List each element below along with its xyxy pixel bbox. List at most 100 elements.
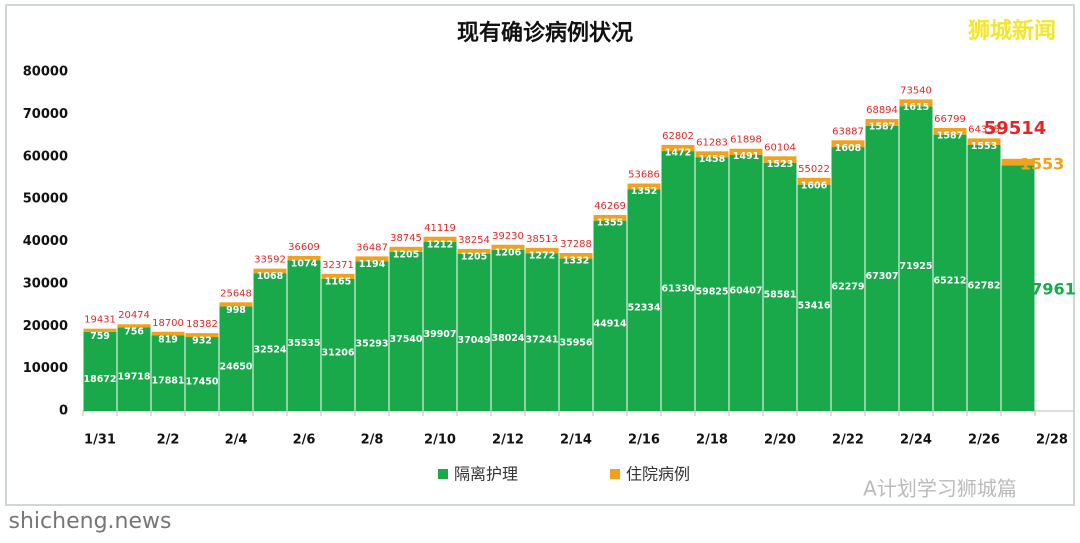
x-tick-label: 2/12: [492, 433, 524, 448]
segment-label: 1523: [767, 159, 793, 170]
total-label: 46269: [594, 201, 626, 212]
y-tick-label: 50000: [23, 192, 68, 207]
segment-label: 1068: [257, 271, 284, 282]
bar-segment: [389, 246, 423, 252]
segment-label: 37241: [525, 335, 558, 346]
segment-label: 1206: [495, 247, 522, 258]
bar-segment: [457, 248, 491, 255]
segment-label: 67307: [865, 271, 898, 282]
segment-label: 24650: [219, 361, 252, 372]
segment-label: 819: [158, 334, 178, 345]
total-label: 36487: [356, 242, 388, 253]
x-tick-label: 2/16: [628, 433, 660, 448]
bar-segment: [525, 253, 559, 411]
callout-label: 1553: [1020, 155, 1065, 174]
total-label: 64335: [968, 124, 1000, 135]
bar-segment: [967, 138, 1001, 145]
x-tick-label: 2/26: [968, 433, 1000, 448]
bar-segment: [593, 220, 627, 411]
segment-label: 60407: [729, 286, 762, 297]
bar-segment: [899, 99, 933, 107]
total-callout: 59514: [984, 118, 1047, 139]
total-label: 18382: [186, 319, 218, 330]
x-tick-label: 2/18: [696, 433, 728, 448]
segment-label: 18672: [83, 374, 116, 385]
total-label: 41119: [424, 223, 456, 234]
segment-label: 38024: [491, 333, 524, 344]
bar-segment: [729, 148, 763, 156]
bar-segment: [491, 249, 525, 411]
bar-segment: [797, 177, 831, 185]
total-label: 61898: [730, 135, 762, 146]
legend-label: 隔离护理: [454, 465, 518, 484]
segment-label: 1332: [563, 255, 589, 266]
bar-segment: [321, 273, 355, 279]
total-label: 18700: [152, 318, 184, 329]
x-tick-label: 2/2: [157, 433, 180, 448]
total-label: 55022: [798, 164, 830, 175]
bar-segment: [151, 331, 185, 336]
segment-label: 1615: [903, 102, 929, 113]
site-watermark: shicheng.news: [9, 509, 172, 534]
y-tick-label: 60000: [23, 149, 68, 164]
segment-label: 35293: [355, 339, 388, 350]
bar-segment: [321, 278, 355, 411]
bar-segment: [253, 273, 287, 411]
bar-segment: [83, 331, 117, 411]
bar-segment: [151, 335, 185, 411]
bar-segment: [423, 236, 457, 242]
brand-watermark: 狮城新闻: [968, 18, 1056, 44]
bar-segment: [865, 119, 899, 126]
segment-label: 1165: [325, 276, 351, 287]
x-tick-label: 2/20: [764, 433, 796, 448]
x-tick-label: 2/8: [361, 433, 384, 448]
bar-segment: [559, 252, 593, 259]
total-label: 20474: [118, 310, 150, 321]
segment-label: 932: [192, 336, 212, 347]
segment-label: 59825: [695, 287, 728, 298]
y-tick-label: 10000: [23, 361, 68, 376]
segment-label: 17881: [151, 376, 184, 387]
segment-label: 1194: [359, 259, 386, 270]
segment-label: 1074: [291, 258, 318, 269]
y-tick-label: 0: [59, 404, 68, 419]
y-tick-label: 70000: [23, 107, 68, 122]
segment-label: 1587: [869, 122, 895, 133]
legend-swatch: [610, 469, 620, 479]
bar-segment: [763, 162, 797, 411]
bar-segment: [729, 155, 763, 411]
bar-segment: [525, 247, 559, 254]
bar-segment: [695, 157, 729, 411]
segment-label: 35956: [559, 337, 592, 348]
total-label: 36609: [288, 242, 320, 253]
bar-segment: [423, 241, 457, 411]
x-tick-label: 2/24: [900, 433, 932, 448]
segment-label: 1212: [427, 239, 453, 250]
bar-segment: [933, 127, 967, 135]
segment-label: 53416: [797, 300, 830, 311]
segment-label: 1352: [631, 186, 657, 197]
bar-segment: [185, 333, 219, 338]
segment-label: 1608: [835, 143, 862, 154]
segment-label: 71925: [899, 261, 932, 272]
bar-segment: [287, 255, 321, 261]
y-tick-label: 40000: [23, 234, 68, 249]
segment-label: 62782: [967, 280, 1000, 291]
x-tick-label: 2/10: [424, 433, 456, 448]
segment-label: 756: [124, 327, 144, 338]
x-tick-label: 2/22: [832, 433, 864, 448]
account-watermark: A计划学习狮城篇: [863, 477, 1017, 501]
bar-segment: [763, 156, 797, 163]
bar-segment: [219, 302, 253, 307]
bar-segment: [185, 337, 219, 411]
total-label: 32371: [322, 260, 354, 271]
bar-segment: [967, 144, 1001, 411]
bar-segment: [355, 261, 389, 411]
segment-label: 1491: [733, 151, 759, 162]
segment-label: 17450: [185, 377, 218, 388]
segment-label: 1272: [529, 250, 555, 261]
bar-segment: [457, 254, 491, 411]
total-label: 73540: [900, 85, 932, 96]
x-tick-label: 2/14: [560, 433, 592, 448]
